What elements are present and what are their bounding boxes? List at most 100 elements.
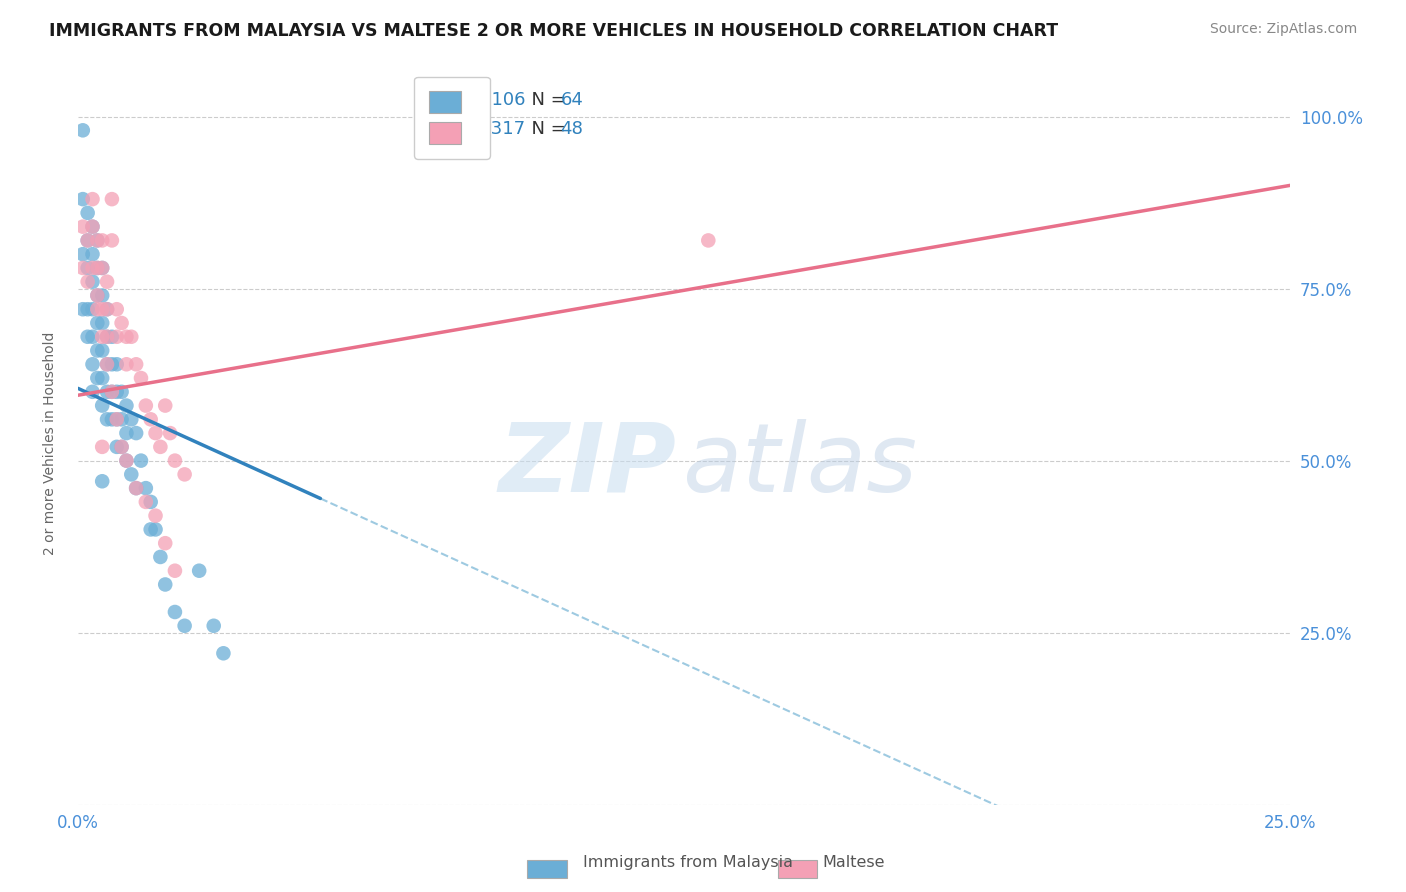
Point [72,192,94,206]
Point [110,440,132,454]
Point [129,371,152,385]
Point [120,412,142,426]
Point [105,412,128,426]
Point [159,426,181,441]
Point [86,260,108,275]
Point [96,357,118,371]
Point [110,316,132,330]
Point [110,384,132,399]
Point [91,475,114,489]
Point [163,453,186,467]
Text: Immigrants from Malaysia: Immigrants from Malaysia [583,855,793,870]
Text: ZIP: ZIP [498,418,676,512]
Point [96,384,118,399]
Point [145,426,167,441]
Point [115,426,138,441]
Point [76,234,98,248]
Point [82,357,104,371]
Point [91,399,114,413]
Point [149,549,172,564]
Point [82,275,104,289]
Text: atlas: atlas [682,418,917,512]
Point [82,219,104,234]
Text: N =: N = [520,120,572,138]
Point [145,508,167,523]
Point [101,384,124,399]
Point [101,412,124,426]
Point [76,260,98,275]
Point [110,440,132,454]
Text: -0.106: -0.106 [468,91,526,109]
Point [86,316,108,330]
Point [125,357,148,371]
Text: R =: R = [427,91,465,109]
Text: 48: 48 [561,120,583,138]
Point [91,343,114,358]
Point [82,302,104,317]
Point [135,399,157,413]
Point [155,577,177,591]
Point [115,399,138,413]
Text: R =: R = [427,120,465,138]
Point [96,330,118,344]
Point [115,453,138,467]
Point [76,206,98,220]
Legend: , : , [415,77,491,159]
Point [105,440,128,454]
Point [72,260,94,275]
Point [86,234,108,248]
Text: N =: N = [520,91,572,109]
Point [115,330,138,344]
Point [101,192,124,206]
Point [105,302,128,317]
Point [91,260,114,275]
Point [91,288,114,302]
Point [96,275,118,289]
Point [91,302,114,317]
Point [163,564,186,578]
Point [125,481,148,495]
Point [76,275,98,289]
Point [105,384,128,399]
Point [129,453,152,467]
Text: 0.317: 0.317 [468,120,526,138]
Point [163,605,186,619]
Point [101,357,124,371]
Point [202,619,225,633]
Point [82,384,104,399]
Point [91,260,114,275]
Point [135,495,157,509]
Point [173,619,195,633]
Text: Maltese: Maltese [823,855,884,870]
Point [173,467,195,482]
Point [86,234,108,248]
Point [105,412,128,426]
Point [86,260,108,275]
Point [96,302,118,317]
Text: 64: 64 [561,91,583,109]
Point [135,481,157,495]
Point [105,357,128,371]
Point [82,219,104,234]
Point [96,357,118,371]
Point [96,412,118,426]
Point [110,412,132,426]
Point [86,371,108,385]
Text: Source: ZipAtlas.com: Source: ZipAtlas.com [1209,22,1357,37]
Point [91,440,114,454]
Point [115,453,138,467]
Point [86,343,108,358]
Point [212,646,235,660]
Point [115,357,138,371]
Point [155,399,177,413]
Point [86,288,108,302]
Point [91,234,114,248]
Point [72,219,94,234]
Point [72,123,94,137]
Point [120,330,142,344]
Y-axis label: 2 or more Vehicles in Household: 2 or more Vehicles in Household [44,332,58,555]
Point [697,234,720,248]
Point [101,234,124,248]
Point [82,260,104,275]
Point [82,330,104,344]
